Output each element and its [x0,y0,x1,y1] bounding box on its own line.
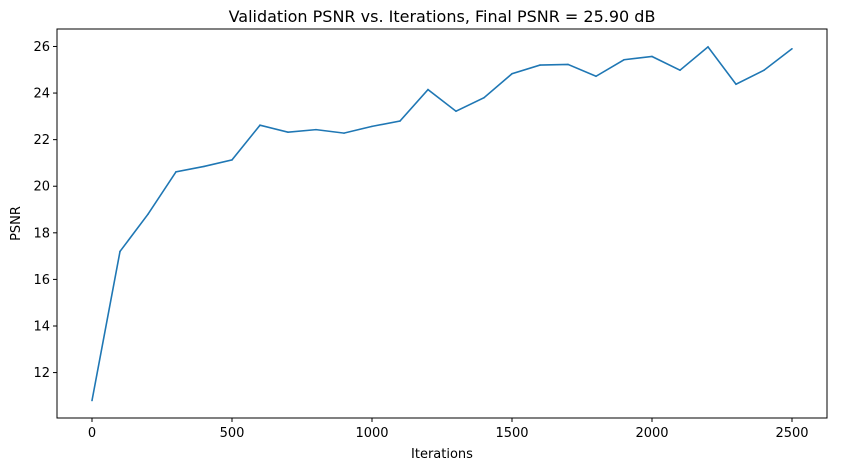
y-tick-label: 24 [33,87,50,102]
y-tick-label: 12 [33,366,50,381]
y-tick-label: 16 [33,273,50,288]
data-point [623,58,625,61]
data-point [791,47,793,50]
data-point [91,399,93,402]
data-point [203,165,205,168]
data-point [427,88,429,91]
data-point [287,131,289,133]
data-point [567,63,569,66]
y-tick-label: 20 [33,180,50,195]
data-points [91,46,793,402]
y-tick-label: 18 [33,226,50,241]
y-tick-label: 26 [33,40,50,55]
data-point [483,96,485,99]
data-point [119,250,121,253]
data-point [315,128,317,131]
y-axis: 12 14 16 18 20 22 24 26 [33,40,57,381]
x-tick-label: 2000 [635,426,668,441]
data-point [231,159,233,161]
x-tick-label: 1000 [355,426,388,441]
data-point [763,69,765,72]
x-axis: 0 500 1000 1500 2000 2500 [88,418,809,441]
data-point [371,125,373,128]
y-axis-label: PSNR [9,206,24,241]
y-tick-label: 14 [33,319,50,334]
data-point [651,55,653,58]
psnr-series-line [91,45,793,401]
data-point [175,170,177,173]
data-point [399,120,401,122]
x-tick-label: 0 [88,426,96,441]
y-tick-label: 22 [33,133,50,148]
x-tick-label: 2500 [775,426,808,441]
data-point [455,110,457,113]
data-point [679,69,681,72]
data-point [147,213,149,215]
data-point [259,124,261,127]
data-point [595,75,597,78]
x-tick-label: 1500 [495,426,528,441]
data-point [539,64,541,66]
x-axis-label: Iterations [411,447,473,462]
data-point [707,46,709,48]
plot-frame [56,28,828,419]
data-point [735,83,737,86]
data-point [343,132,345,134]
x-tick-label: 500 [220,426,245,441]
chart-title: Validation PSNR vs. Iterations, Final PS… [229,7,656,26]
data-point [511,72,513,75]
